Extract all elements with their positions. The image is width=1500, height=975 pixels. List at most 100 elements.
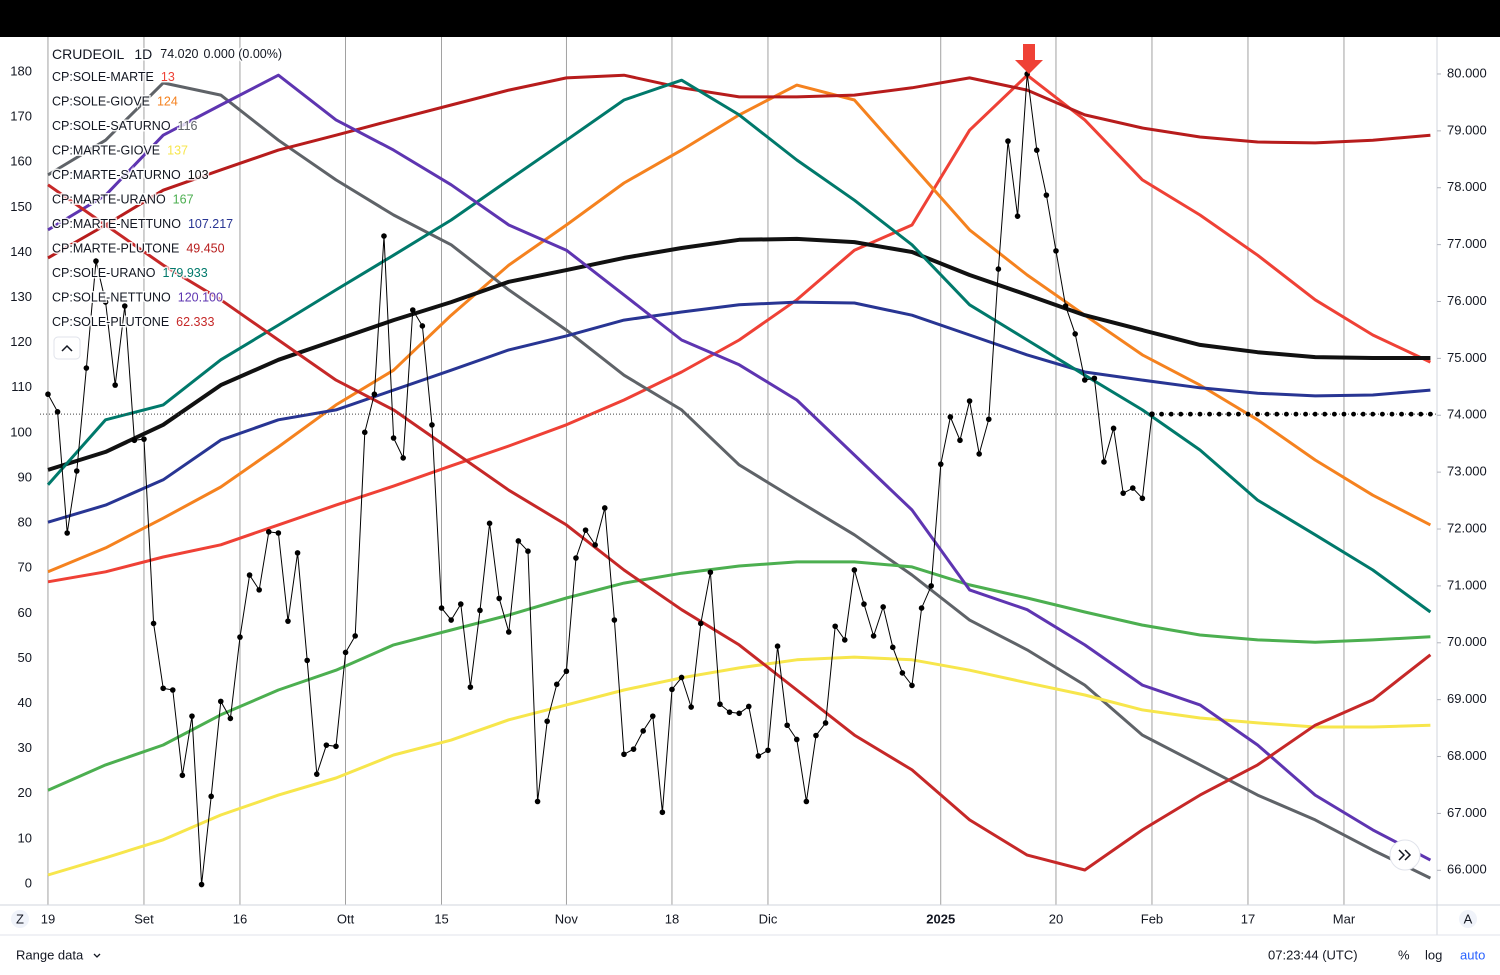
legend-value: 62.333 [176,315,214,329]
y2-tick-label: 76.000 [1447,293,1487,308]
y-tick-label: 40 [18,695,32,710]
price-point [1129,485,1136,491]
projection-point [1389,411,1395,417]
projection-point [1370,411,1376,417]
y2-tick-label: 77.000 [1447,236,1487,251]
price-point [774,643,781,649]
percent-toggle[interactable]: % [1398,947,1410,962]
y2-tick-label: 68.000 [1447,748,1487,763]
price-point [582,527,589,533]
price-point [361,429,368,436]
range-caret [93,953,101,958]
y2-tick-label: 66.000 [1447,862,1487,877]
price-point [659,809,666,816]
price-point [525,548,531,555]
x-tick-label: 15 [434,911,448,926]
legend-name: CP:SOLE-SATURNO [52,119,171,133]
auto-toggle[interactable]: auto [1460,947,1485,962]
interval: 1D [134,46,152,62]
y-tick-label: 140 [10,244,32,259]
projection-point [1207,411,1212,417]
cycle-line [47,81,1432,880]
legend-value: 120.100 [178,291,223,305]
price-point [160,685,166,692]
projection-point [1293,411,1299,417]
x-tick-label: 17 [1241,911,1255,926]
price-point [1110,425,1117,432]
price-point [141,436,147,442]
legend-entry: CP:SOLE-MARTE 13 [52,70,175,84]
price-point [630,746,637,752]
price-point [765,747,771,754]
price-point [937,461,944,467]
x-tick-label: Ott [337,911,355,926]
x-tick-label: 2025 [926,911,955,926]
projection-point [1341,411,1347,417]
y2-tick-label: 69.000 [1447,691,1487,706]
y2-tick-label: 72.000 [1447,520,1487,535]
projection-point [1312,411,1318,417]
price-point [102,299,109,305]
y2-tick-label: 73.000 [1447,464,1487,479]
price-point [496,595,502,602]
y-tick-label: 120 [10,334,32,349]
projection-point [1255,411,1260,417]
legend-name: CP:SOLE-NETTUNO [52,291,171,305]
price-point [544,718,550,725]
price-point [1101,459,1107,465]
price-point [505,629,512,635]
price-point [880,604,886,610]
zoom-button[interactable] [11,910,29,928]
price-point [1081,377,1088,383]
range-menu[interactable]: Range data [16,947,84,962]
projection-point [1245,411,1251,417]
price-point [198,881,205,888]
price-point [371,391,378,398]
legend-name: CP:SOLE-PLUTONE [52,315,169,329]
y2-tick-label: 79.000 [1447,122,1487,137]
price-point [45,391,51,398]
legend-value: 137 [167,144,188,158]
clock: 07:23:44 (UTC) [1268,947,1358,962]
price-point [93,258,99,264]
x-tick-label: 16 [233,911,247,926]
price-point [573,555,579,561]
y-tick-label: 110 [11,379,32,394]
collapse-legend-button[interactable] [53,336,81,360]
price-point [976,451,982,457]
price-point [227,715,234,722]
legend-value: 116 [178,119,198,133]
auto-button[interactable] [1459,910,1477,928]
price-point [601,505,608,511]
price-point [726,709,733,715]
price-point [947,414,954,420]
price-point [265,529,272,535]
zoom-button-label: Z [16,911,24,926]
price-point [486,520,493,527]
projection-point [1418,411,1424,417]
log-toggle[interactable]: log [1425,947,1442,962]
legend-value: 107.217 [188,217,233,231]
projection-point [1187,411,1193,417]
auto-button-label: A [1464,911,1473,926]
y-tick-label: 90 [18,469,32,484]
price-point [275,530,282,536]
legend-name: CP:SOLE-MARTE [52,70,154,84]
price-point [1062,303,1069,309]
price-point [640,728,646,734]
cycle-line [46,78,1432,614]
legend-entry: CP:SOLE-SATURNO 116 [52,119,198,133]
price-point [1043,192,1050,198]
cycle-line [47,183,1432,872]
legend-value: 13 [161,70,175,84]
price-point [669,686,675,693]
x-tick-label: 20 [1049,911,1063,926]
price-point [534,798,541,805]
y-tick-label: 150 [10,199,32,214]
price-point [957,437,963,444]
price-point [1091,375,1098,382]
legend-entry: CP:MARTE-GIOVE 137 [52,144,188,158]
legend-entry: CP:SOLE-URANO 179.933 [52,266,208,280]
price-point [611,617,618,623]
legend-name: CP:MARTE-NETTUNO [52,217,181,231]
